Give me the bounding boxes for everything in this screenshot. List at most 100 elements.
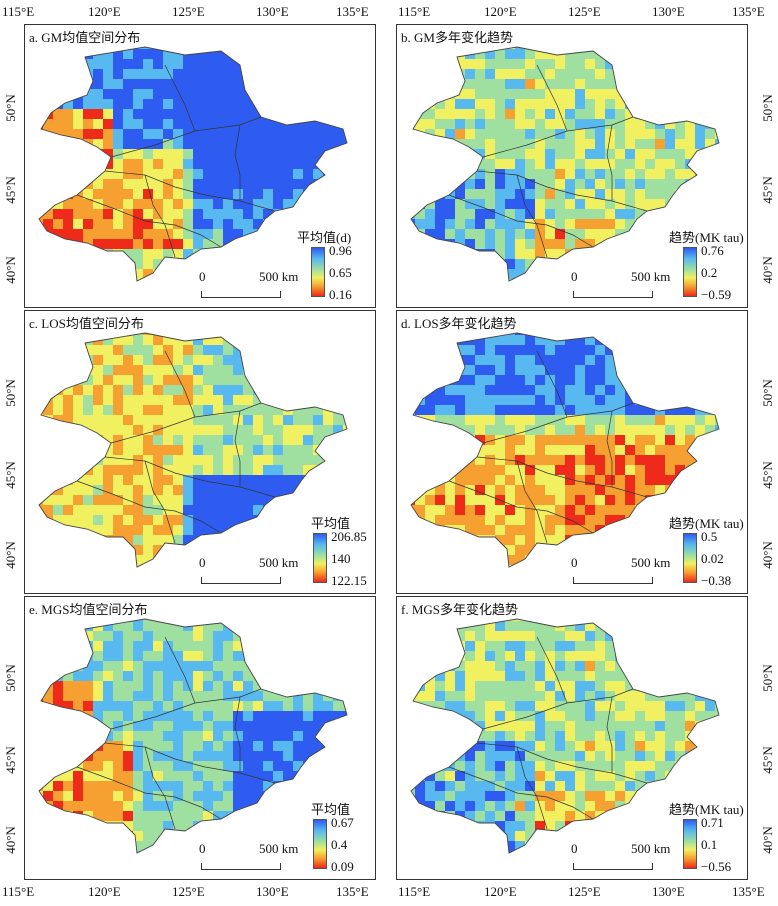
- scale-end-label: 500 km: [631, 841, 671, 856]
- lon-tick-bottom-left-125: 125°E: [172, 884, 205, 899]
- legend-colorbar: [311, 247, 325, 297]
- lat-tick-left-row1-50: 50°N: [3, 94, 18, 122]
- map-panel-d: d. LOS多年变化趋势 趋势(MK tau) 0.5 0.02 −0.38 0 500 k…: [396, 310, 748, 594]
- scale-line: [573, 863, 653, 870]
- scale-end-label: 500 km: [259, 555, 299, 570]
- region-map: [38, 46, 348, 282]
- lon-tick-top-right-125: 125°E: [568, 4, 601, 19]
- region-outline: [410, 618, 720, 854]
- map-panel-b: b. GM多年变化趋势 趋势(MK tau) 0.76 0.2 −0.59 0 500 km: [396, 24, 748, 308]
- legend-value: 0.67: [331, 815, 354, 830]
- legend-value: 0.16: [329, 287, 352, 302]
- scale-end-label: 500 km: [631, 555, 671, 570]
- legend-value: 0.96: [329, 243, 352, 258]
- lat-tick-left-row1-45: 45°N: [3, 176, 18, 204]
- lon-tick-bottom-left-120: 120°E: [88, 884, 121, 899]
- scale-end-label: 500 km: [259, 269, 299, 284]
- legend-value: −0.59: [701, 287, 732, 302]
- province-boundaries: [76, 636, 276, 830]
- lon-tick-bottom-right-115: 115°E: [398, 884, 431, 899]
- legend-value: 0.4: [331, 837, 348, 852]
- lon-tick-top-right-120: 120°E: [484, 4, 517, 19]
- region-outline: [38, 332, 348, 568]
- lon-tick-bottom-right-130: 130°E: [652, 884, 685, 899]
- legend-value: 0.09: [331, 859, 354, 874]
- legend-value: 0.71: [701, 815, 724, 830]
- legend-value: 0.76: [701, 243, 724, 258]
- scale-line: [201, 577, 281, 584]
- lon-tick-top-left-135: 135°E: [336, 4, 369, 19]
- legend-value: 122.15: [331, 573, 367, 588]
- map-panel-a: a. GM均值空间分布平均值(d) 0.96 0.65 0.16 0 500 km: [24, 24, 376, 308]
- region-map: [38, 618, 348, 854]
- lon-tick-top-left-120: 120°E: [88, 4, 121, 19]
- lon-tick-bottom-right-135: 135°E: [732, 884, 765, 899]
- province-boundaries: [448, 636, 648, 830]
- lat-tick-right-row2-45: 45°N: [760, 461, 775, 489]
- lon-tick-top-right-115: 115°E: [398, 4, 431, 19]
- lat-tick-left-row1-40: 40°N: [3, 256, 18, 284]
- lon-tick-top-left-115: 115°E: [2, 4, 35, 19]
- region-map: [410, 46, 720, 282]
- region-outline: [38, 46, 348, 282]
- panel-title: a. GM均值空间分布: [29, 30, 141, 45]
- lat-tick-left-row3-45: 45°N: [3, 746, 18, 774]
- scale-start-label: 0: [199, 269, 206, 284]
- legend-colorbar: [313, 533, 327, 583]
- lon-tick-bottom-right-120: 120°E: [484, 884, 517, 899]
- lat-tick-left-row2-50: 50°N: [3, 379, 18, 407]
- lon-tick-top-right-135: 135°E: [732, 4, 765, 19]
- legend-value: 0.2: [701, 265, 718, 280]
- lat-tick-left-row3-40: 40°N: [3, 826, 18, 854]
- legend-value: 0.1: [701, 837, 718, 852]
- legend-colorbar: [683, 819, 697, 869]
- lat-tick-left-row3-50: 50°N: [3, 664, 18, 692]
- region-map: [38, 332, 348, 568]
- lon-tick-top-left-130: 130°E: [256, 4, 289, 19]
- scale-line: [573, 291, 653, 298]
- legend-value: 206.85: [331, 529, 367, 544]
- scale-line: [201, 291, 281, 298]
- legend-value: 0.65: [329, 265, 352, 280]
- lon-tick-top-left-125: 125°E: [172, 4, 205, 19]
- legend-title: 趋势(MK tau): [669, 230, 744, 245]
- legend-title: 平均值: [311, 516, 351, 531]
- scale-line: [201, 863, 281, 870]
- scale-end-label: 500 km: [259, 841, 299, 856]
- lat-tick-right-row3-50: 50°N: [760, 664, 775, 692]
- lon-tick-bottom-right-125: 125°E: [568, 884, 601, 899]
- province-boundaries: [76, 350, 276, 544]
- legend-value: 0.02: [701, 551, 724, 566]
- lat-tick-right-row3-45: 45°N: [760, 746, 775, 774]
- legend-title: 平均值(d): [297, 230, 352, 245]
- legend-value: −0.56: [701, 859, 732, 874]
- legend-colorbar: [683, 247, 697, 297]
- region-outline: [38, 618, 348, 854]
- legend-colorbar: [683, 533, 697, 583]
- region-map: [410, 618, 720, 854]
- map-panel-e: e. MGS均值空间分布平均值 0.67 0.4 0.09 0 500 km: [24, 596, 376, 880]
- lon-tick-bottom-left-135: 135°E: [336, 884, 369, 899]
- legend-title: 趋势(MK tau): [669, 802, 744, 817]
- region-map: [410, 332, 720, 568]
- lat-tick-right-row1-50: 50°N: [760, 94, 775, 122]
- province-boundaries: [448, 350, 648, 544]
- legend-title: 平均值: [311, 802, 351, 817]
- legend-value: −0.38: [701, 573, 732, 588]
- region-outline: [410, 332, 720, 568]
- panel-title: b. GM多年变化趋势: [401, 30, 513, 45]
- legend-title: 趋势(MK tau): [669, 516, 744, 531]
- lon-tick-bottom-left-130: 130°E: [256, 884, 289, 899]
- lat-tick-right-row2-50: 50°N: [760, 379, 775, 407]
- lat-tick-right-row1-40: 40°N: [760, 256, 775, 284]
- lat-tick-left-row2-45: 45°N: [3, 461, 18, 489]
- scale-end-label: 500 km: [631, 269, 671, 284]
- panel-title: c. LOS均值空间分布: [29, 316, 144, 331]
- province-boundaries: [76, 64, 276, 258]
- legend-colorbar: [313, 819, 327, 869]
- panel-title: e. MGS均值空间分布: [29, 602, 148, 617]
- scale-start-label: 0: [199, 841, 206, 856]
- lon-tick-bottom-left-115: 115°E: [2, 884, 35, 899]
- map-panel-f: f. MGS多年变化趋势 趋势(MK tau) 0.71 0.1 −0.56 0 500 k…: [396, 596, 748, 880]
- legend-value: 0.5: [701, 529, 718, 544]
